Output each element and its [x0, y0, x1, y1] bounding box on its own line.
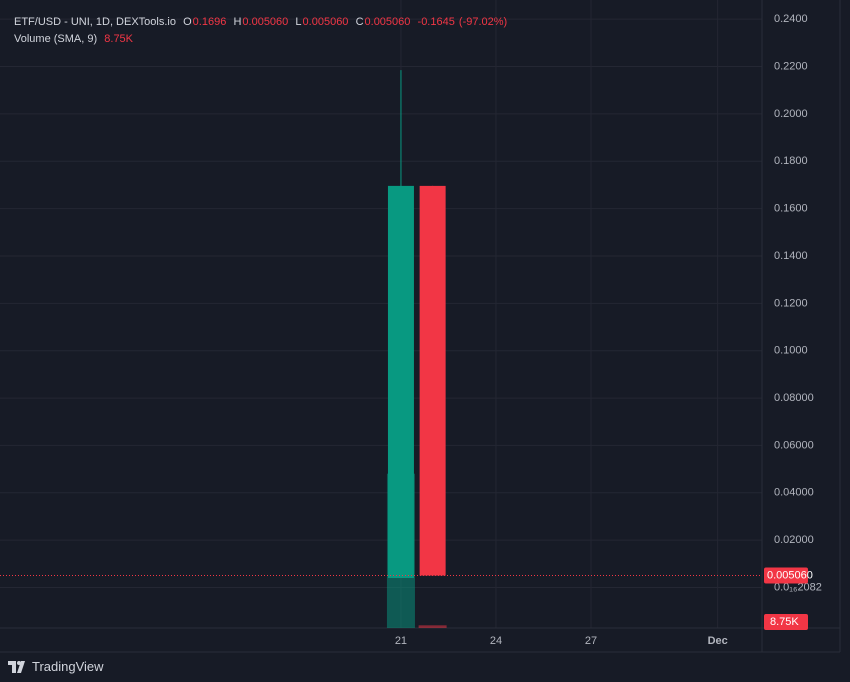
volume-title: Volume (SMA, 9) [14, 33, 98, 45]
y-tick-label: 0.2400 [774, 13, 808, 25]
price-label: 0.005060 [767, 569, 813, 581]
y-tick-label: 0.1800 [774, 155, 808, 167]
y-tick-label: 0.08000 [774, 392, 814, 404]
brand[interactable]: TradingView [8, 659, 104, 674]
volume-label-box [764, 614, 808, 630]
y-tick-label: 0.1400 [774, 250, 808, 262]
legend-value: 0.005060 [364, 16, 411, 28]
legend: ETF/USD - UNI, 1D, DEXTools.io O0.1696 H… [14, 14, 508, 48]
legend-key: O [183, 16, 192, 28]
y-tick-label: 0.2000 [774, 108, 808, 120]
legend-value: 0.1696 [192, 16, 227, 28]
candle-body [387, 185, 414, 579]
y-tick-label: 0.1000 [774, 345, 808, 357]
legend-value: 0.005060 [302, 16, 349, 28]
y-tick-label: 0.02000 [774, 534, 814, 546]
legend-key: L [295, 16, 302, 28]
volume-label: 8.75K [770, 616, 799, 628]
candle-body [419, 185, 446, 576]
y-tick-label: 0.1600 [774, 203, 808, 215]
y-tick-label: 0.06000 [774, 439, 814, 451]
change: -0.1645 [417, 16, 455, 28]
y-tick-label: 0.0₁₆2082 [774, 581, 822, 593]
brand-name: TradingView [32, 659, 104, 674]
y-tick-label: 0.04000 [774, 487, 814, 499]
price-legend: ETF/USD - UNI, 1D, DEXTools.io O0.1696 H… [14, 14, 508, 31]
x-tick-label: 24 [490, 635, 502, 647]
change-pct: (-97.02%) [458, 16, 508, 28]
x-tick-label: 21 [395, 635, 407, 647]
x-tick-label: Dec [708, 635, 728, 647]
y-tick-label: 0.1200 [774, 297, 808, 309]
legend-value: 0.005060 [242, 16, 289, 28]
volume-sma: 8.75K [104, 33, 134, 45]
volume-bar [418, 625, 447, 628]
legend-key: H [233, 16, 242, 28]
volume-legend: Volume (SMA, 9) 8.75K [14, 31, 508, 48]
legend-key: C [355, 16, 364, 28]
y-tick-label: 0.2200 [774, 60, 808, 72]
brand-logo [8, 660, 25, 673]
price-label-box [764, 567, 808, 584]
x-tick-label: 27 [585, 635, 597, 647]
title: ETF/USD - UNI, 1D, DEXTools.io [14, 16, 176, 28]
